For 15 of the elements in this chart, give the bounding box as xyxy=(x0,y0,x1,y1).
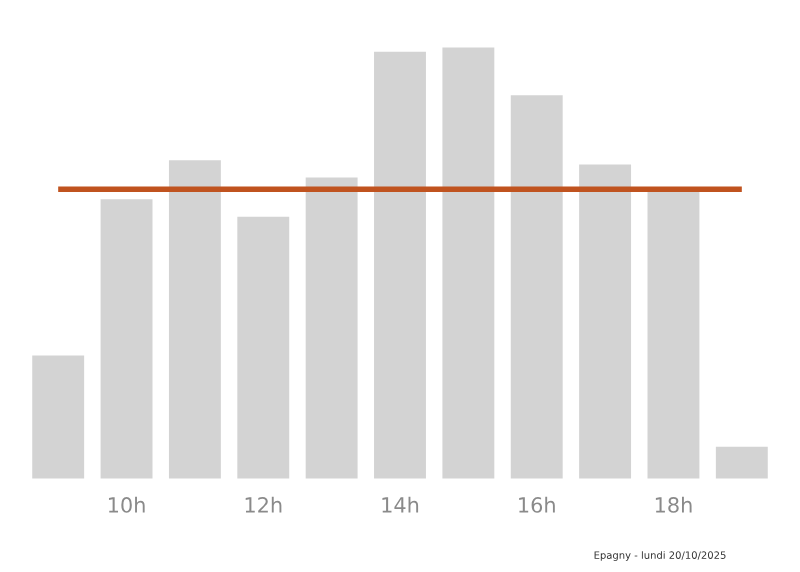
x-tick-label: 18h xyxy=(655,496,692,513)
x-tick-label: 10h xyxy=(108,496,145,513)
bar xyxy=(234,213,293,480)
bar xyxy=(166,157,224,480)
bar xyxy=(439,46,498,480)
bar xyxy=(576,161,634,480)
x-tick-label: 14h xyxy=(382,496,419,513)
x-tick-label: 12h xyxy=(245,496,282,513)
bar xyxy=(713,443,771,480)
bar xyxy=(97,196,156,480)
x-tick-label: 16h xyxy=(519,496,555,513)
bar xyxy=(29,352,87,480)
bar xyxy=(507,92,566,480)
bar xyxy=(371,48,429,480)
bar xyxy=(302,174,361,480)
